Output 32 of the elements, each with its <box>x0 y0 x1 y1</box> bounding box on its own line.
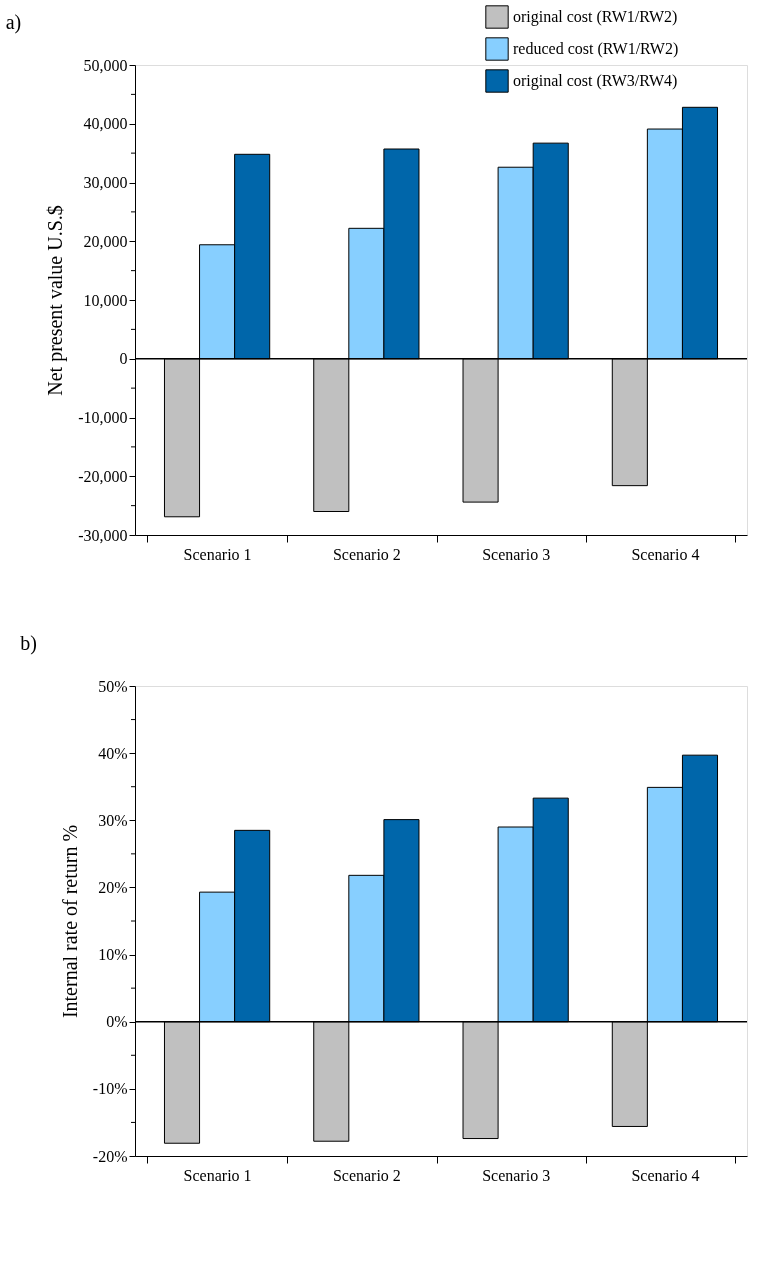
y-tick-label: 50% <box>98 677 128 695</box>
legend-label: original cost (RW1/RW2) <box>513 8 678 26</box>
y-tick-label: 20,000 <box>83 232 128 250</box>
y-tick-label: -10% <box>92 1080 128 1098</box>
y-axis-title: Net present value U.S.$ <box>44 205 68 396</box>
y-tick-label: 20% <box>98 878 128 896</box>
y-tick-label: 0 <box>119 350 128 368</box>
legend-label: reduced cost (RW1/RW2) <box>513 40 679 58</box>
x-tick-label: Scenario 3 <box>482 1166 551 1184</box>
y-tick-label: 10,000 <box>83 291 128 309</box>
x-tick-label: Scenario 2 <box>332 1166 401 1184</box>
x-tick-label: Scenario 4 <box>631 545 700 563</box>
x-tick-label: Scenario 4 <box>631 1166 700 1184</box>
y-tick-label: -30,000 <box>78 526 128 544</box>
chart-title: a) <box>5 11 22 34</box>
y-tick-label: 40% <box>98 744 128 762</box>
y-tick-label: 50,000 <box>83 56 128 74</box>
x-tick-label: Scenario 1 <box>183 1166 252 1184</box>
y-tick-label: 0% <box>106 1013 128 1031</box>
y-tick-label: 40,000 <box>83 115 128 133</box>
y-tick-label: 30,000 <box>83 174 128 191</box>
y-tick-label: -10,000 <box>78 409 128 426</box>
y-tick-label: 30% <box>98 811 128 829</box>
x-tick-label: Scenario 1 <box>183 545 252 563</box>
y-axis-title: Internal rate of return % <box>58 824 81 1019</box>
x-tick-label: Scenario 2 <box>332 545 401 563</box>
y-tick-label: 10% <box>98 946 128 964</box>
legend-label: original cost (RW3/RW4) <box>513 72 678 90</box>
y-tick-label: -20,000 <box>78 467 128 485</box>
chart-title: b) <box>20 632 38 655</box>
x-tick-label: Scenario 3 <box>482 545 551 563</box>
y-tick-label: -20% <box>92 1147 128 1165</box>
